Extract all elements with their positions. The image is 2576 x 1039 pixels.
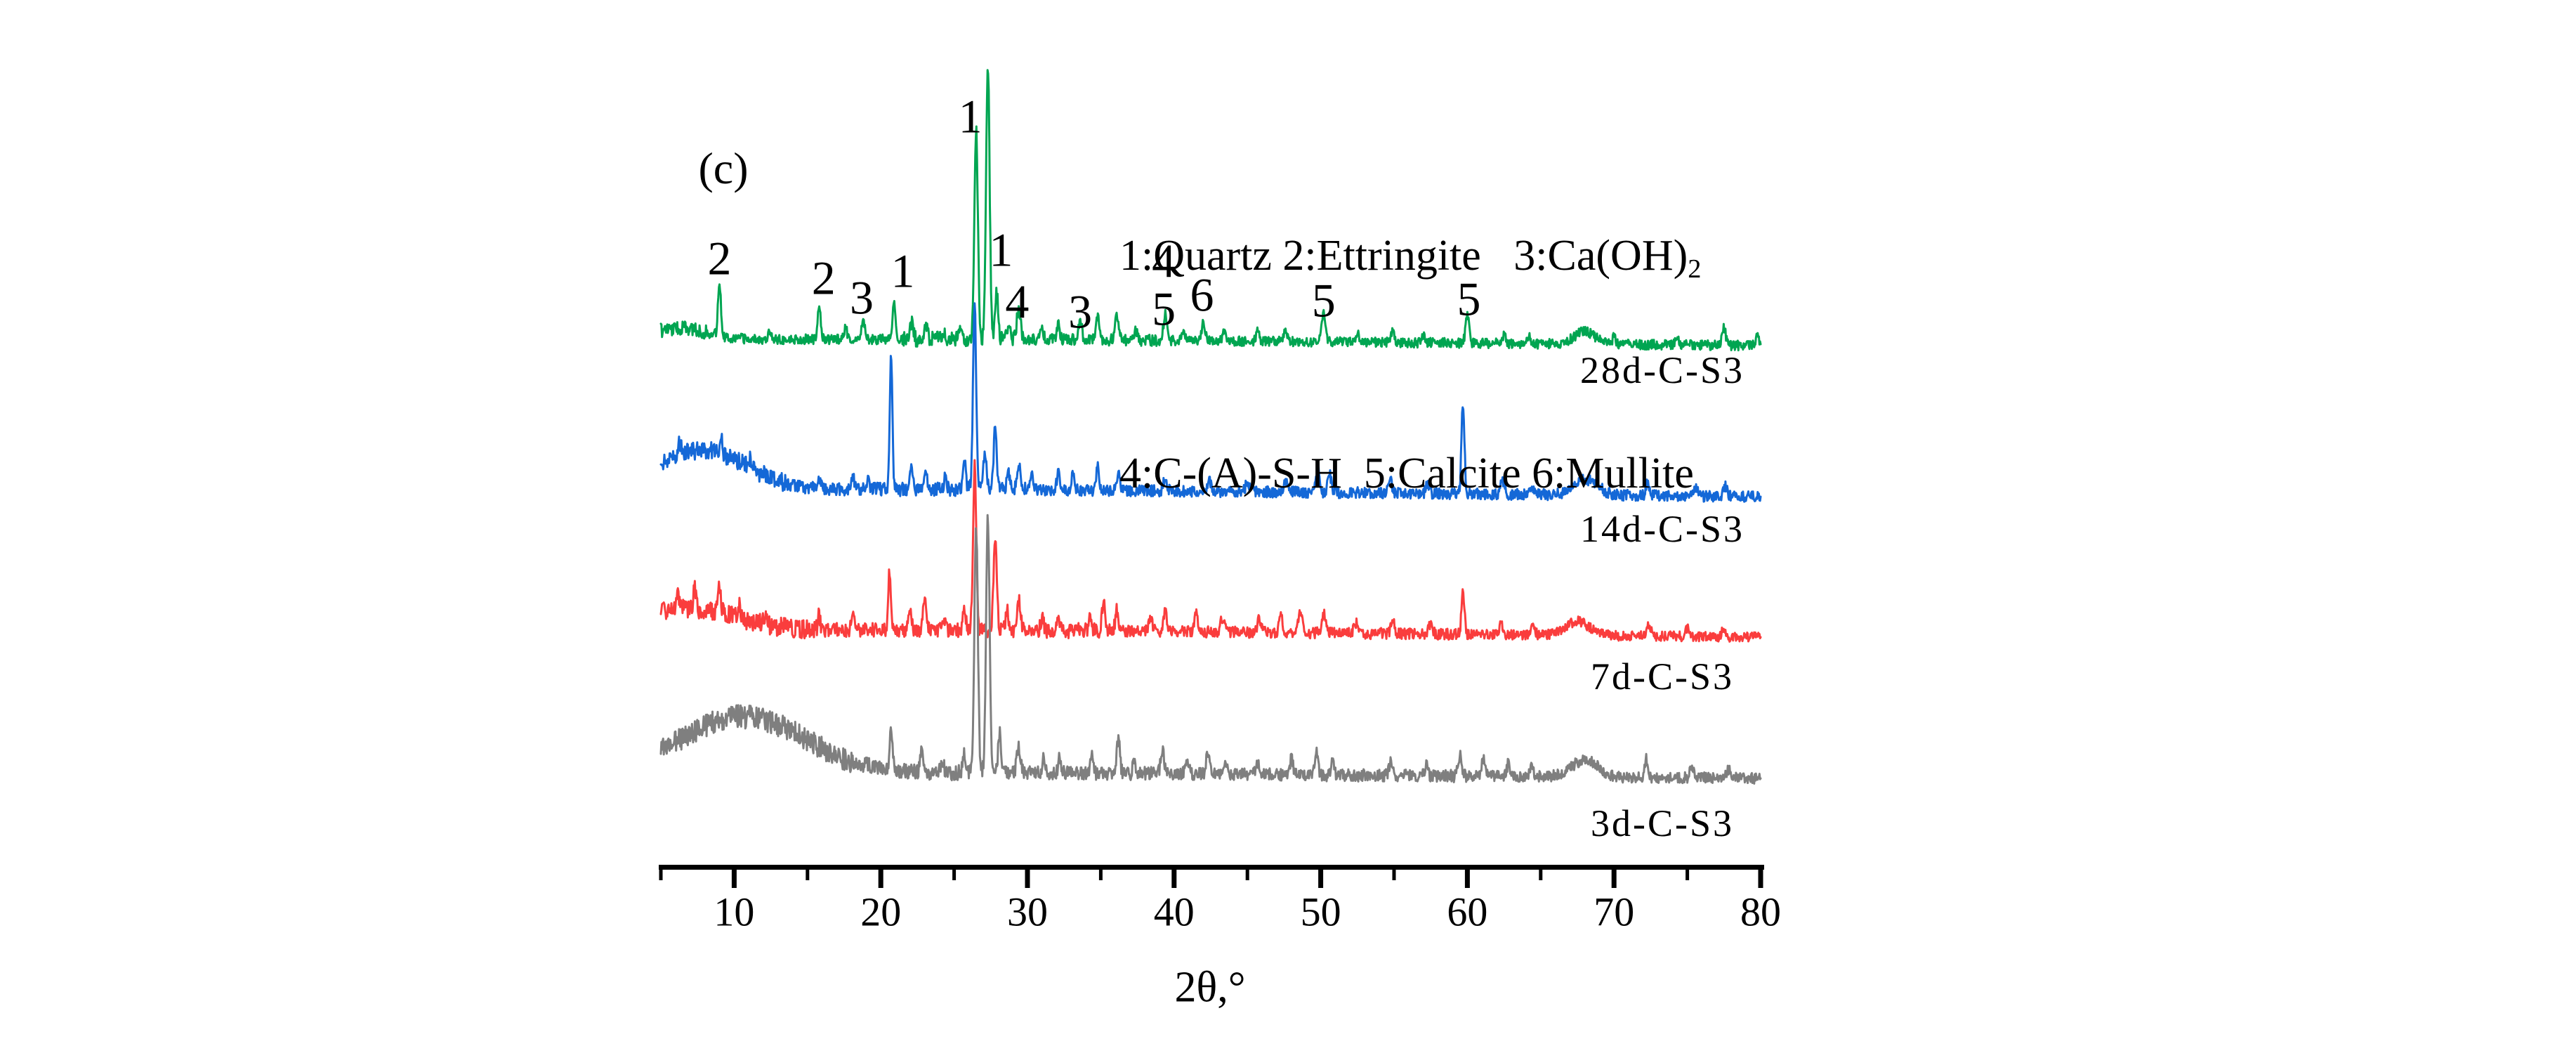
panel-label: (c)	[698, 143, 749, 193]
x-tick-label-50: 50	[1300, 889, 1341, 935]
x-tick-label-40: 40	[1153, 889, 1195, 935]
trace-7d-C-S3	[659, 459, 1762, 643]
peak-label-3-7: 3	[1068, 285, 1093, 339]
peak-label-4-6: 4	[1005, 275, 1030, 329]
x-tick-label-20: 20	[860, 889, 902, 935]
peak-label-6-10: 6	[1190, 268, 1214, 322]
peak-label-1-3: 1	[891, 244, 915, 298]
legend-line-1-text: 1:Quartz 2:Ettringite 3:Ca(OH)	[1119, 232, 1688, 280]
legend-line-1: 1:Quartz 2:Ettringite 3:Ca(OH)2	[1119, 222, 1701, 303]
legend-line-2: 4:C-(A)-S-H 5:Calcite 6:Mullite	[1119, 449, 1694, 497]
legend: 1:Quartz 2:Ettringite 3:Ca(OH)2 4:C-(A)-…	[1119, 86, 1701, 644]
peak-label-5-12: 5	[1457, 272, 1481, 326]
peak-label-3-2: 3	[850, 270, 874, 325]
x-tick-label-10: 10	[714, 889, 755, 935]
trace-28d-C-S3	[659, 69, 1762, 352]
peak-label-5-9: 5	[1152, 282, 1176, 336]
trace-label-3d-C-S3: 3d-C-S3	[1590, 802, 1735, 844]
peak-label-2-0: 2	[707, 231, 732, 285]
peak-label-1-4: 1	[958, 89, 983, 143]
peak-label-2-1: 2	[811, 251, 836, 305]
trace-label-7d-C-S3: 7d-C-S3	[1590, 655, 1735, 698]
trace-14d-C-S3	[659, 302, 1762, 503]
x-axis-title: 2θ,°	[1174, 963, 1246, 1012]
x-tick-label-30: 30	[1007, 889, 1048, 935]
peak-label-4-8: 4	[1152, 234, 1176, 288]
x-tick-label-70: 70	[1593, 889, 1635, 935]
x-tick-label-80: 80	[1740, 889, 1781, 935]
x-tick-label-60: 60	[1447, 889, 1488, 935]
peak-label-1-5: 1	[989, 223, 1013, 277]
peak-label-5-11: 5	[1311, 273, 1336, 327]
trace-label-14d-C-S3: 14d-C-S3	[1579, 508, 1745, 550]
trace-label-28d-C-S3: 28d-C-S3	[1579, 349, 1745, 391]
legend-caoh2-subscript: 2	[1688, 254, 1702, 284]
trace-3d-C-S3	[659, 514, 1762, 785]
x-axis-line	[659, 865, 1764, 870]
